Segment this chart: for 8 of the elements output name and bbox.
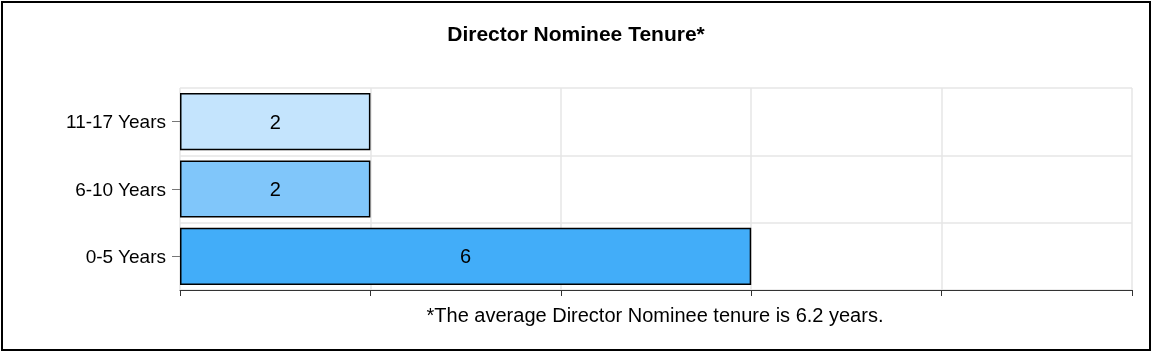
y-tick-label: 6-10 Years (75, 178, 166, 200)
chart-title: Director Nominee Tenure* (447, 22, 706, 45)
data-label: 6 (460, 245, 472, 268)
y-tick-label: 0-5 Years (85, 245, 166, 267)
text: *The average Director Nominee tenure is 6.2 years. (426, 304, 884, 326)
data-label: 2 (269, 110, 281, 133)
data-label: 2 (269, 178, 281, 200)
y-tick-label: 11-17 Years (65, 111, 166, 133)
